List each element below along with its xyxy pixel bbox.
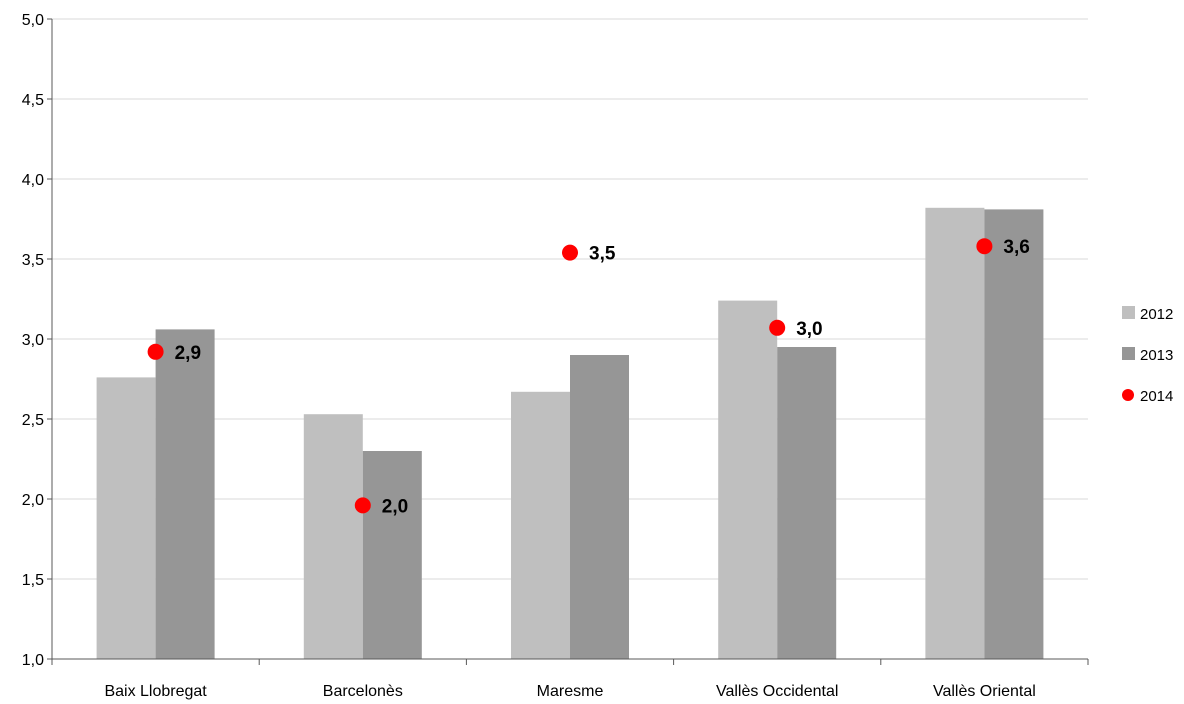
y-tick-label: 3,5 (22, 252, 44, 269)
legend-swatch-2013 (1122, 347, 1135, 360)
legend-label: 2014 (1140, 388, 1173, 405)
point-2014 (354, 497, 371, 514)
x-tick-label: Maresme (537, 683, 604, 700)
y-tick-label: 1,5 (22, 572, 44, 589)
x-tick-label: Barcelonès (323, 683, 403, 700)
point-2014 (147, 343, 164, 360)
y-tick-label: 4,5 (22, 92, 44, 109)
data-label: 2,0 (382, 496, 408, 517)
bars (96, 207, 1044, 660)
data-label: 2,9 (175, 343, 201, 364)
bar-2013 (984, 209, 1044, 659)
y-tick-label: 3,0 (22, 332, 44, 349)
data-label: 3,6 (1003, 237, 1029, 258)
y-tick-label: 2,0 (22, 492, 44, 509)
x-tick-label: Vallès Occidental (716, 683, 838, 700)
bar-2013 (362, 451, 422, 659)
x-tick-label: Vallès Oriental (933, 683, 1036, 700)
x-tick-label: Baix Llobregat (104, 683, 207, 700)
data-label: 3,0 (796, 319, 822, 340)
bar-2012 (925, 207, 985, 660)
legend: 2012 2013 2014 (1122, 306, 1173, 405)
point-2014 (976, 238, 993, 255)
y-tick-label: 1,0 (22, 652, 44, 669)
bar-2013 (777, 347, 837, 659)
legend-label: 2013 (1140, 347, 1173, 364)
bar-2012 (303, 414, 363, 659)
x-axis-ticks: Baix Llobregat Barcelonès Maresme Vallès Oc… (104, 683, 1035, 700)
y-tick-label: 2,5 (22, 412, 44, 429)
point-2014 (562, 244, 578, 261)
bar-2013 (570, 355, 629, 659)
y-axis-ticks: 1,0 1,5 2,0 2,5 3,0 3,5 4,0 4,5 5,0 (22, 12, 44, 669)
y-tick-label: 4,0 (22, 172, 44, 189)
legend-swatch-2012 (1122, 306, 1135, 319)
bar-2012 (718, 300, 778, 659)
y-tick-label: 5,0 (22, 12, 44, 29)
point-2014 (769, 319, 786, 336)
points: 2,9 2,0 3,5 3,0 3,6 (147, 237, 1030, 517)
bar-2012 (96, 377, 156, 659)
legend-label: 2012 (1140, 306, 1173, 323)
bar-2013 (155, 329, 215, 659)
data-label: 3,5 (589, 244, 616, 265)
bar-2012 (511, 391, 570, 659)
legend-swatch-2014 (1122, 389, 1134, 401)
axes (47, 18, 1089, 665)
